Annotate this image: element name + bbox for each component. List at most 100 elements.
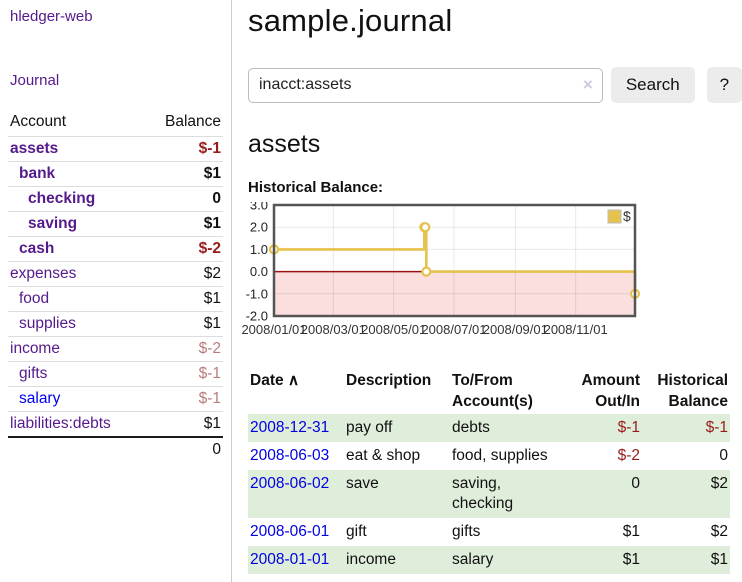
- account-link-liabilities-debts[interactable]: liabilities:debts: [10, 415, 111, 432]
- register-row: 2008-01-01 income salary $1 $1: [248, 546, 730, 574]
- svg-text:-2.0: -2.0: [246, 309, 268, 324]
- svg-text:3.0: 3.0: [250, 202, 268, 213]
- svg-text:2008/05/01: 2008/05/01: [361, 322, 426, 337]
- register-header-accounts: To/From Account(s): [452, 372, 533, 410]
- account-link-income[interactable]: income: [10, 340, 60, 357]
- register-date-cell: 2008-01-01: [248, 546, 344, 574]
- account-cell: saving: [8, 212, 145, 237]
- accounts-total-row: 0: [8, 437, 223, 462]
- register-balance: $-1: [705, 419, 728, 436]
- register-date-cell: 2008-06-02: [248, 470, 344, 518]
- accounts-total-balance: 0: [212, 441, 221, 458]
- search-input-wrap: ×: [248, 67, 603, 103]
- account-cell: food: [8, 287, 145, 312]
- svg-text:2008/01/01: 2008/01/01: [241, 322, 306, 337]
- register-amount: $-1: [617, 419, 640, 436]
- register-description: save: [346, 475, 379, 492]
- account-cell: checking: [8, 187, 145, 212]
- search-form: × Search ?: [248, 67, 742, 103]
- account-cell: expenses: [8, 262, 145, 287]
- account-row: bank $1: [8, 161, 223, 187]
- account-balance: $1: [203, 215, 221, 232]
- register-row: 2008-06-01 gift gifts $1 $2: [248, 518, 730, 546]
- account-link-gifts[interactable]: gifts: [19, 365, 48, 382]
- historical-balance-chart: $3.0 2.0 1.0 0.0 -1.0 -2.0 2008/01/01 2008/03/0…: [240, 198, 742, 345]
- account-balance: $2: [203, 265, 221, 282]
- register-amount: $-2: [617, 447, 640, 464]
- account-row: supplies $1: [8, 311, 223, 337]
- register-header-row: Date ∧ Description To/From Account(s) Am…: [248, 368, 730, 414]
- nav-journal-link[interactable]: Journal: [10, 72, 60, 89]
- register-header-date[interactable]: Date ∧: [250, 372, 300, 389]
- account-link-cash[interactable]: cash: [19, 240, 55, 257]
- account-cell: bank: [8, 162, 145, 187]
- account-row: gifts $-1: [8, 361, 223, 387]
- svg-text:-1.0: -1.0: [246, 286, 268, 301]
- register-header-balance: Historical Balance: [657, 372, 728, 410]
- search-button[interactable]: Search: [610, 67, 695, 103]
- app-brand-link[interactable]: hledger-web: [10, 8, 93, 25]
- accounts-table: Account Balance assets $-1 bank $1 checking 0…: [8, 110, 223, 462]
- register-row: 2008-06-03 eat & shop food, supplies $-2 0: [248, 442, 730, 470]
- svg-text:2008/07/01: 2008/07/01: [421, 322, 486, 337]
- account-balance: $1: [203, 415, 221, 432]
- svg-text:2008/11/01: 2008/11/01: [544, 322, 608, 337]
- register-date-cell: 2008-06-01: [248, 518, 344, 546]
- account-balance: $1: [203, 165, 221, 182]
- account-link-checking[interactable]: checking: [28, 190, 96, 207]
- account-row: cash $-2: [8, 236, 223, 262]
- register-date-cell: 2008-06-03: [248, 442, 344, 470]
- account-link-supplies[interactable]: supplies: [19, 315, 76, 332]
- register-accounts: food, supplies: [452, 447, 548, 464]
- account-row: checking 0: [8, 186, 223, 212]
- register-accounts: debts: [452, 419, 490, 436]
- account-row: food $1: [8, 286, 223, 312]
- account-heading: assets: [248, 130, 321, 158]
- search-input[interactable]: [248, 67, 603, 103]
- chart-svg: $3.0 2.0 1.0 0.0 -1.0 -2.02008/01/012008/03/0…: [241, 198, 641, 337]
- svg-text:2008/03/01: 2008/03/01: [301, 322, 366, 337]
- account-link-assets[interactable]: assets: [10, 140, 59, 157]
- register-description: pay off: [346, 419, 393, 436]
- transaction-date-link[interactable]: 2008-12-31: [250, 419, 330, 436]
- transaction-date-link[interactable]: 2008-06-03: [250, 447, 330, 464]
- transaction-date-link[interactable]: 2008-06-01: [250, 523, 330, 540]
- register-accounts: saving, checking: [452, 475, 514, 512]
- account-link-bank[interactable]: bank: [19, 165, 56, 182]
- account-cell: liabilities:debts: [8, 412, 145, 438]
- account-cell: supplies: [8, 312, 145, 337]
- account-balance: $-1: [198, 390, 221, 407]
- register-row: 2008-06-02 save saving, checking 0 $2: [248, 470, 730, 518]
- account-row: assets $-1: [8, 136, 223, 162]
- account-balance: $1: [203, 290, 221, 307]
- account-link-expenses[interactable]: expenses: [10, 265, 77, 282]
- register-accounts: gifts: [452, 523, 481, 540]
- svg-text:2.0: 2.0: [250, 220, 268, 235]
- account-balance: $1: [203, 315, 221, 332]
- account-link-food[interactable]: food: [19, 290, 50, 307]
- account-balance: $-2: [198, 240, 221, 257]
- page-title: sample.journal: [248, 3, 453, 38]
- account-row: saving $1: [8, 211, 223, 237]
- total-spacer: [8, 437, 145, 462]
- chart-label: Historical Balance:: [248, 179, 384, 196]
- account-cell: cash: [8, 237, 145, 262]
- register-accounts: salary: [452, 551, 494, 568]
- register-amount: 0: [631, 475, 640, 492]
- account-link-salary[interactable]: salary: [19, 390, 61, 407]
- transaction-date-link[interactable]: 2008-01-01: [250, 551, 330, 568]
- register-balance: $2: [710, 475, 728, 492]
- register-description: eat & shop: [346, 447, 421, 464]
- transaction-date-link[interactable]: 2008-06-02: [250, 475, 330, 492]
- svg-text:2008/09/01: 2008/09/01: [483, 322, 548, 337]
- accounts-header-balance: Balance: [164, 113, 221, 130]
- register-balance: $2: [710, 523, 728, 540]
- account-link-saving[interactable]: saving: [28, 215, 78, 232]
- svg-text:0.0: 0.0: [250, 264, 268, 279]
- help-button[interactable]: ?: [706, 67, 742, 103]
- account-balance: 0: [212, 190, 221, 207]
- register-balance: $1: [710, 551, 728, 568]
- account-row: income $-2: [8, 336, 223, 362]
- clear-search-icon[interactable]: ×: [582, 74, 593, 94]
- account-row: salary $-1: [8, 386, 223, 412]
